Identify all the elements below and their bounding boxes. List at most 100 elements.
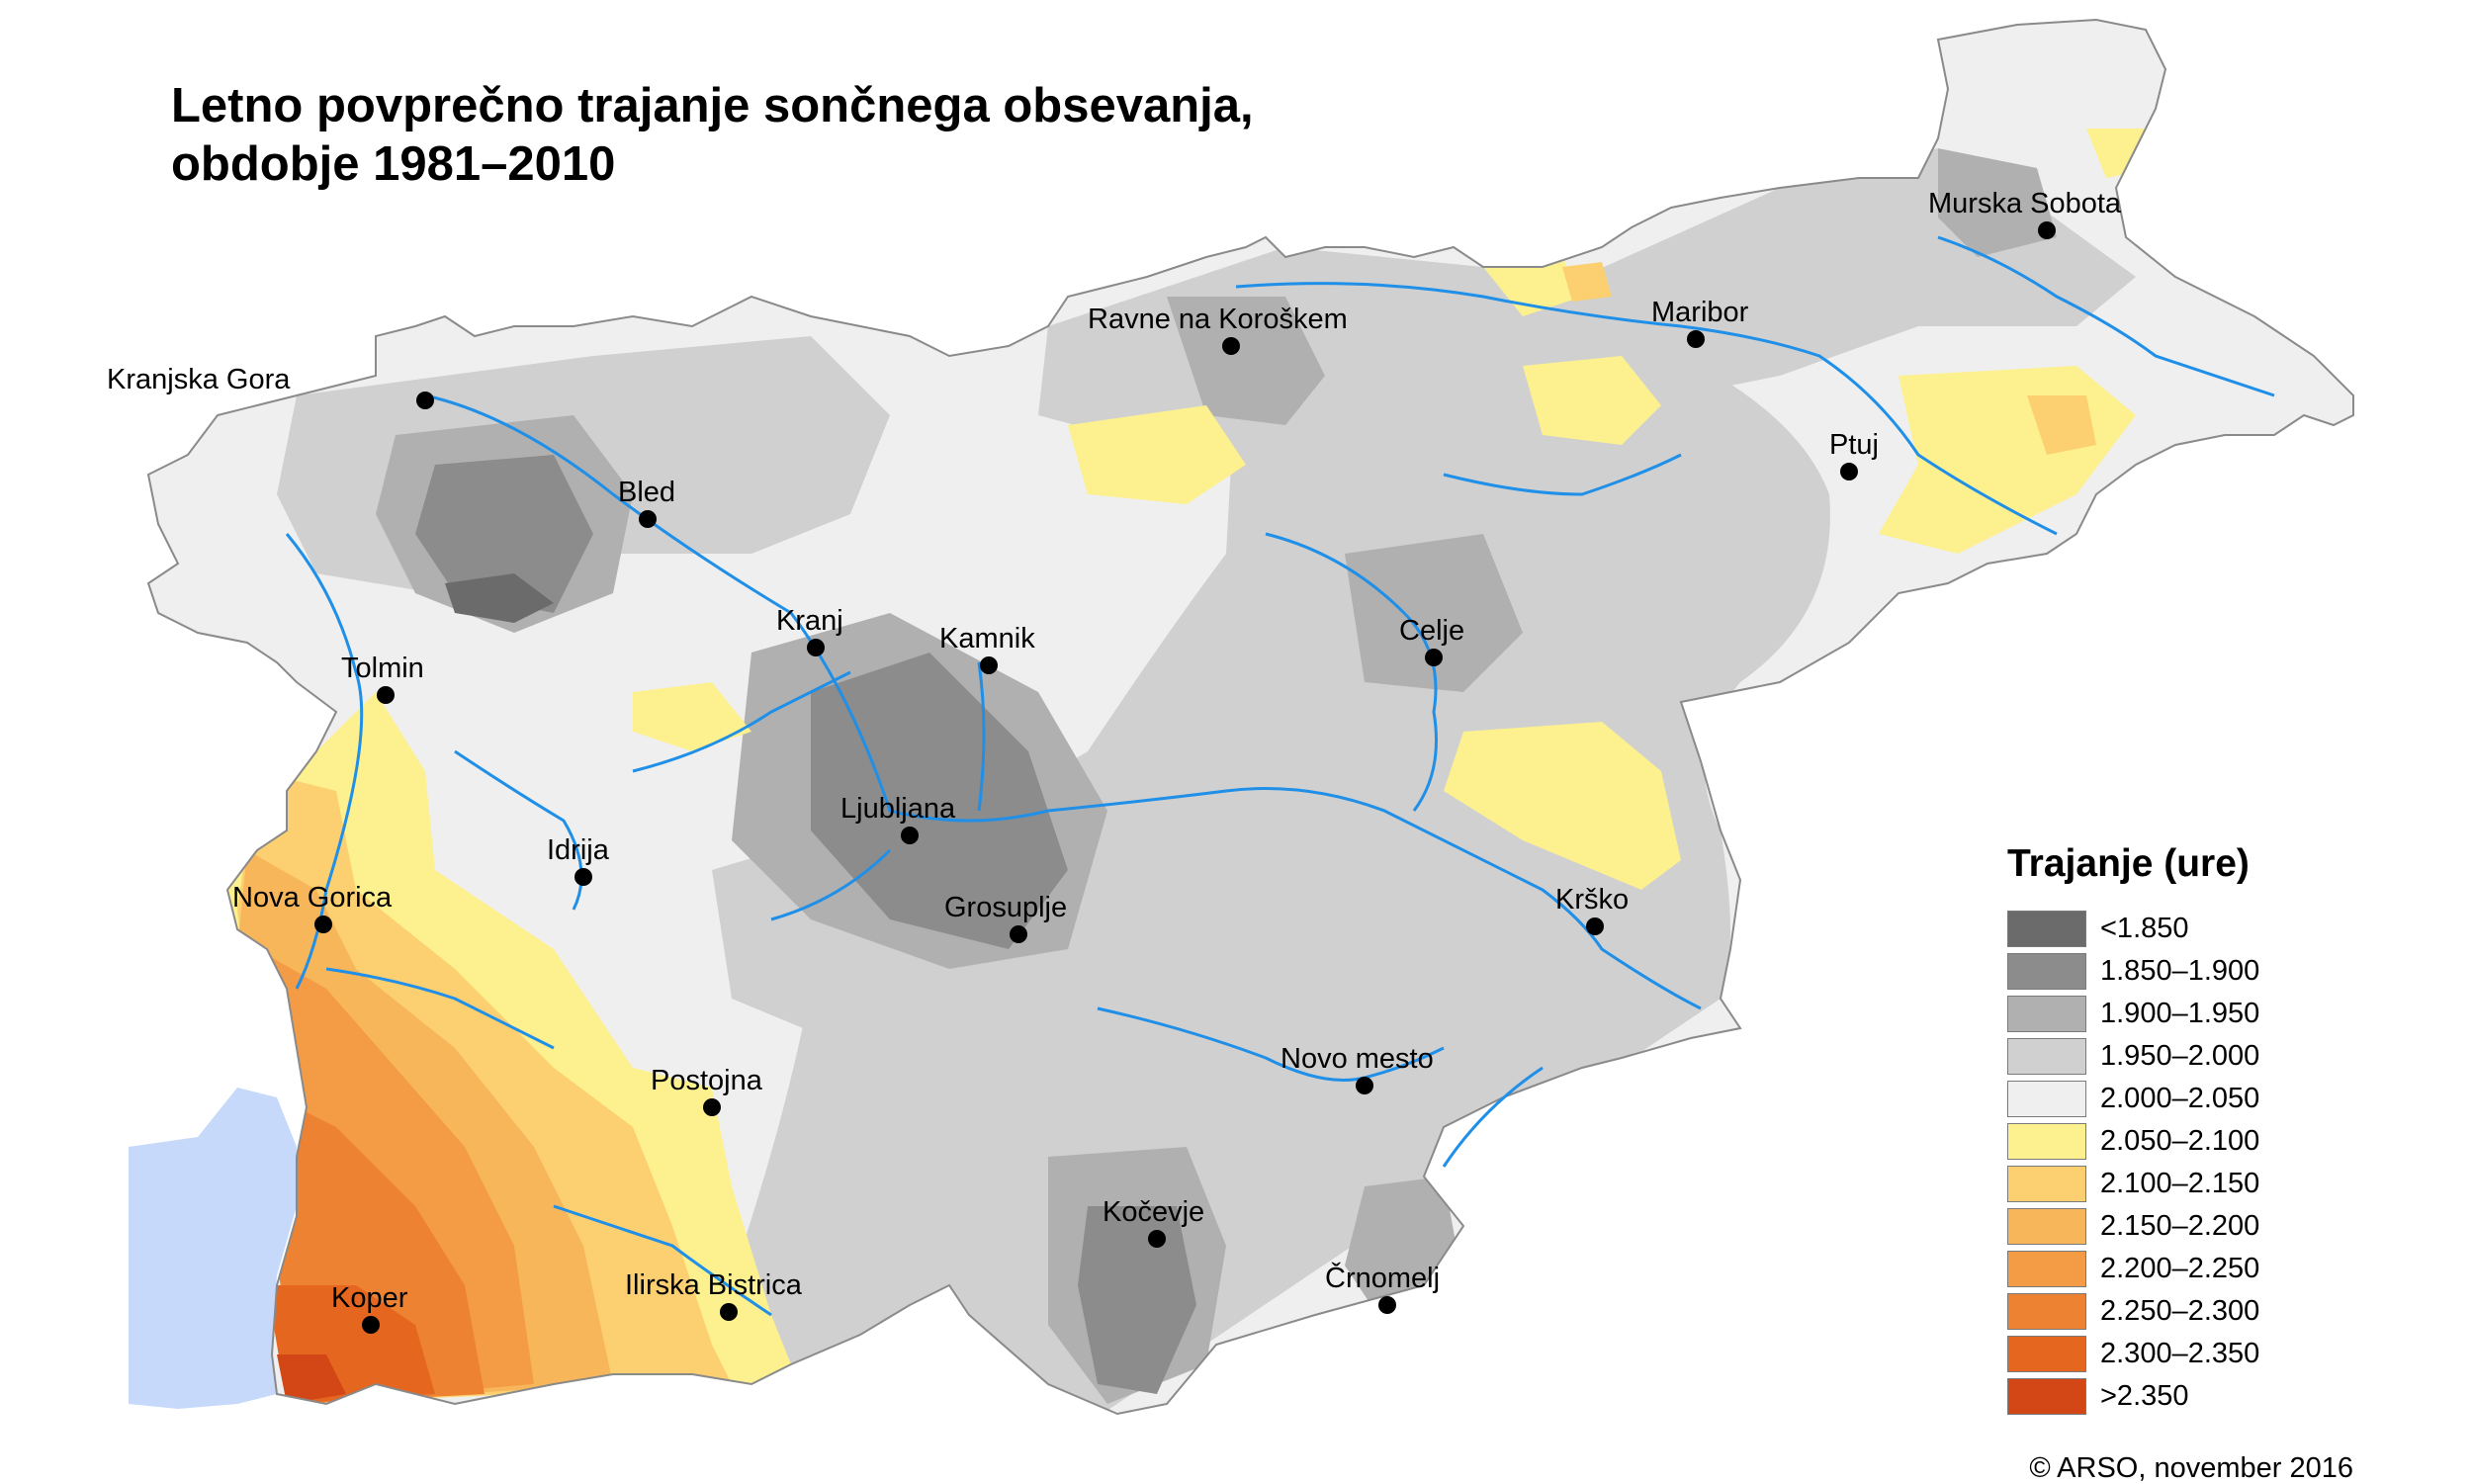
- river-ljubljanica: [770, 848, 892, 921]
- zone-above-2350: [277, 1354, 346, 1404]
- city-dot: [1586, 917, 1604, 935]
- zone-2050-2100-savinja: [1444, 722, 1681, 890]
- city-dot: [1840, 463, 1858, 480]
- city-marker: Ptuj: [1829, 429, 1879, 480]
- city-dot: [1687, 330, 1705, 348]
- city-marker: Novo mesto: [1280, 1043, 1434, 1094]
- legend-rows: <1.850 1.850–1.900 1.900–1.950 1.950–2.000 2…: [2007, 908, 2334, 1418]
- city-label: Murska Sobota: [1928, 188, 2122, 219]
- river-sora: [632, 670, 851, 773]
- city-dot: [416, 392, 434, 409]
- zone-1850-1900-julian: [415, 455, 593, 613]
- river-vipava: [325, 967, 555, 1050]
- city-label: Kranj: [776, 605, 843, 637]
- legend-item: 2.100–2.150: [2007, 1163, 2334, 1205]
- map-title-line2: obdobje 1981–2010: [171, 137, 616, 191]
- city-label: Nova Gorica: [232, 882, 393, 914]
- city-label: Krško: [1555, 884, 1629, 916]
- legend-swatch: [2007, 996, 2086, 1032]
- city-dot: [980, 656, 998, 674]
- city-marker: Kočevje: [1103, 1196, 1204, 1248]
- copyright-credit: © ARSO, november 2016: [2029, 1452, 2353, 1484]
- river-soca: [285, 533, 364, 990]
- legend-swatch: [2007, 1166, 2086, 1202]
- zone-1850-1900-ljubljana: [811, 653, 1068, 949]
- zone-1900-1950-prekmurje: [1938, 148, 2057, 257]
- city-marker: Kranjska Gora: [107, 364, 434, 409]
- city-label: Kranjska Gora: [107, 364, 291, 395]
- legend: Trajanje (ure) <1.850 1.850–1.900 1.900–1.…: [2007, 842, 2334, 1418]
- zone-2050-2100-ptuj: [1879, 366, 2136, 554]
- legend-item: 2.050–2.100: [2007, 1120, 2334, 1163]
- city-label: Kočevje: [1103, 1196, 1204, 1228]
- legend-swatch: [2007, 1038, 2086, 1075]
- zone-1850-1900-kocevje: [1078, 1206, 1196, 1394]
- city-marker: Črnomelj: [1325, 1261, 1440, 1314]
- legend-title: Trajanje (ure): [2007, 842, 2250, 885]
- legend-item: <1.850: [2007, 908, 2334, 950]
- city-marker: Nova Gorica: [232, 882, 393, 933]
- zone-2100-2150-pohorje: [1562, 262, 1612, 302]
- zone-below-1850: [445, 573, 554, 623]
- city-dot: [1378, 1296, 1396, 1314]
- city-dot: [314, 916, 332, 933]
- city-dot: [1222, 337, 1240, 355]
- legend-label: 1.950–2.000: [2100, 1040, 2260, 1072]
- legend-label: 2.300–2.350: [2100, 1338, 2260, 1369]
- city-label: Ljubljana: [840, 793, 956, 825]
- city-label: Maribor: [1651, 297, 1749, 328]
- city-dot: [639, 510, 657, 528]
- legend-label: <1.850: [2100, 913, 2189, 944]
- city-label: Postojna: [651, 1065, 763, 1096]
- legend-label: 1.850–1.900: [2100, 955, 2260, 987]
- city-label: Ravne na Koroškem: [1088, 304, 1348, 335]
- legend-swatch: [2007, 1081, 2086, 1117]
- legend-item: 2.250–2.300: [2007, 1290, 2334, 1333]
- city-dot: [1010, 925, 1027, 943]
- river-krka: [1097, 1006, 1445, 1082]
- river-drava: [1235, 282, 2058, 536]
- city-marker: Maribor: [1651, 297, 1749, 348]
- legend-label: 2.050–2.100: [2100, 1125, 2260, 1157]
- legend-label: 2.150–2.200: [2100, 1210, 2260, 1242]
- city-marker: Koper: [331, 1282, 408, 1334]
- zone-2050-2100-gorenjska: [1068, 405, 1246, 504]
- zone-2100-2150-ptuj: [2027, 395, 2096, 455]
- zone-2050-2100-pohorje: [1523, 356, 1661, 445]
- river-mura: [1937, 235, 2275, 397]
- city-dot: [377, 686, 395, 704]
- zone-2050-2100-kamnik: [633, 682, 751, 751]
- city-label: Novo mesto: [1280, 1043, 1434, 1075]
- city-dot: [2038, 221, 2056, 239]
- river-savinja: [1265, 532, 1438, 812]
- zone-1900-1950-koroska: [1167, 297, 1325, 425]
- legend-swatch: [2007, 1336, 2086, 1372]
- city-marker: Grosuplje: [944, 892, 1067, 943]
- city-label: Koper: [331, 1282, 408, 1314]
- city-label: Kamnik: [939, 623, 1035, 655]
- legend-item: 2.150–2.200: [2007, 1205, 2334, 1248]
- legend-swatch: [2007, 1378, 2086, 1415]
- city-marker: Ilirska Bistrica: [625, 1269, 803, 1321]
- legend-label: 1.900–1.950: [2100, 998, 2260, 1029]
- city-dot: [1425, 649, 1443, 666]
- legend-swatch: [2007, 1251, 2086, 1287]
- city-marker: Murska Sobota: [1928, 188, 2122, 239]
- city-dot: [720, 1303, 738, 1321]
- legend-item: >2.350: [2007, 1375, 2334, 1418]
- city-label: Ptuj: [1829, 429, 1879, 461]
- river-kamniska-bistrica: [977, 661, 986, 812]
- legend-item: 2.300–2.350: [2007, 1333, 2334, 1375]
- city-marker: Postojna: [651, 1065, 763, 1116]
- legend-item: 1.850–1.900: [2007, 950, 2334, 993]
- city-label: Idrija: [547, 834, 610, 866]
- city-marker: Bled: [618, 477, 675, 528]
- legend-label: 2.250–2.300: [2100, 1295, 2260, 1327]
- city-marker: Tolmin: [341, 653, 424, 704]
- map-title-line1: Letno povprečno trajanje sončnega obseva…: [171, 79, 1254, 132]
- legend-label: 2.200–2.250: [2100, 1253, 2260, 1284]
- legend-item: 2.000–2.050: [2007, 1078, 2334, 1120]
- city-markers: Kranjska Gora Bled Tolmin Kranj Kamnik Ravne …: [107, 188, 2122, 1334]
- legend-swatch: [2007, 953, 2086, 990]
- legend-item: 2.200–2.250: [2007, 1248, 2334, 1290]
